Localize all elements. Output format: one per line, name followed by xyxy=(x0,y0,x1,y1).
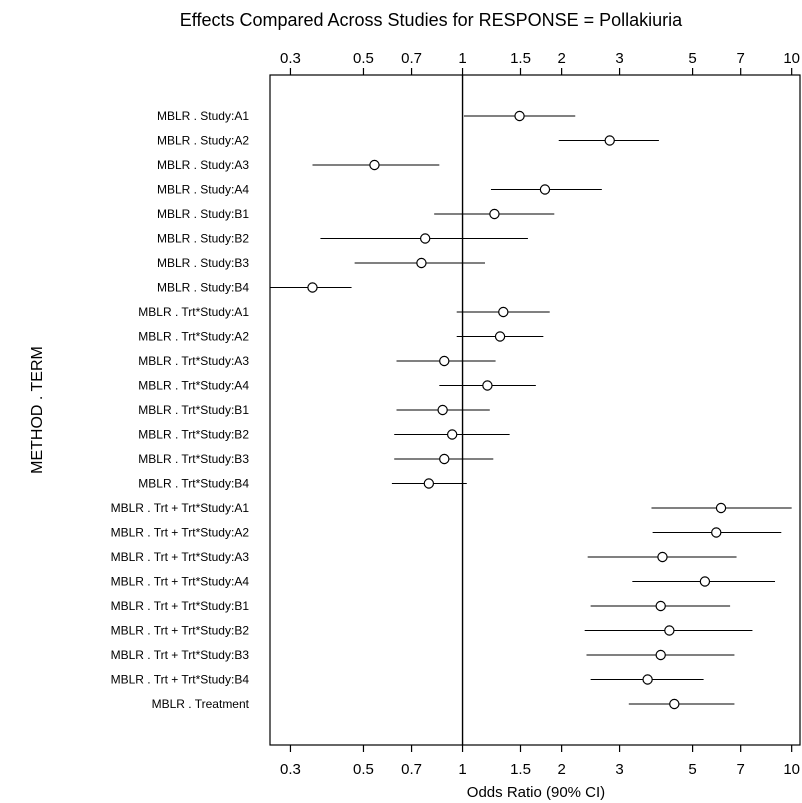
x-tick-label-bottom: 0.5 xyxy=(353,761,374,778)
point-estimate xyxy=(699,576,711,587)
chart-title: Effects Compared Across Studies for RESP… xyxy=(180,10,683,30)
point-estimate xyxy=(416,257,427,269)
point-estimate xyxy=(307,282,318,293)
point-estimate xyxy=(439,355,450,367)
x-tick-label-bottom: 3 xyxy=(615,761,623,778)
x-tick-label-bottom: 0.3 xyxy=(280,761,301,778)
row-label: MBLR . Trt*Study:B3 xyxy=(138,452,249,466)
row-label: MBLR . Study:A2 xyxy=(157,134,249,148)
y-axis-label: METHOD . TERM xyxy=(29,346,46,474)
x-tick-label-top: 7 xyxy=(737,50,745,67)
row-label: MBLR . Treatment xyxy=(152,697,250,711)
row-label: MBLR . Study:B2 xyxy=(157,232,249,246)
x-tick-label-top: 2 xyxy=(557,50,565,67)
x-axis-top: 0.3 0.5 0.7 1 1.5 2 3 5 7 10 xyxy=(280,50,800,75)
x-tick-label-top: 0.7 xyxy=(401,50,422,67)
point-estimate xyxy=(715,502,727,514)
row-label: MBLR . Trt*Study:B2 xyxy=(138,428,249,442)
row-label: MBLR . Trt + Trt*Study:B3 xyxy=(111,648,250,662)
point-estimate xyxy=(482,380,493,391)
point-estimate xyxy=(657,551,668,563)
row-label: MBLR . Trt + Trt*Study:A3 xyxy=(111,550,250,564)
point-estimate xyxy=(437,404,448,416)
point-estimate xyxy=(711,527,722,538)
x-tick-label-bottom: 5 xyxy=(688,761,696,778)
point-estimate xyxy=(655,600,666,612)
x-tick-label-top: 1 xyxy=(458,50,466,67)
row-label: MBLR . Trt + Trt*Study:B1 xyxy=(111,599,250,613)
point-estimate xyxy=(446,429,458,440)
point-estimate xyxy=(369,159,380,171)
row-label: MBLR . Study:B1 xyxy=(157,207,249,221)
row-label: MBLR . Trt + Trt*Study:A4 xyxy=(111,575,250,589)
row-label: MBLR . Trt*Study:B1 xyxy=(138,403,249,417)
x-tick-label-top: 1.5 xyxy=(510,50,531,67)
x-tick-label-bottom: 2 xyxy=(557,761,565,778)
x-tick-label-bottom: 10 xyxy=(783,761,800,778)
row-label: MBLR . Study:A1 xyxy=(157,109,249,123)
x-tick-label-top: 5 xyxy=(688,50,696,67)
point-estimate xyxy=(419,233,431,244)
point-estimate xyxy=(669,698,680,710)
x-tick-label-top: 0.5 xyxy=(353,50,374,67)
x-tick-label-top: 0.3 xyxy=(280,50,301,67)
row-label: MBLR . Study:A3 xyxy=(157,158,249,172)
row-label: MBLR . Trt + Trt*Study:B2 xyxy=(111,624,250,638)
x-tick-label-top: 10 xyxy=(783,50,800,67)
x-axis-bottom: 0.3 0.5 0.7 1 1.5 2 3 5 7 10 xyxy=(280,745,800,778)
row-label: MBLR . Study:B4 xyxy=(157,281,249,295)
row-label: MBLR . Trt*Study:B4 xyxy=(138,477,249,491)
point-estimate xyxy=(642,674,653,685)
row-label: MBLR . Trt + Trt*Study:A1 xyxy=(111,501,250,515)
point-estimate xyxy=(423,478,435,489)
point-estimate xyxy=(498,306,509,318)
row-label: MBLR . Trt + Trt*Study:B4 xyxy=(111,673,250,687)
forest-rows: MBLR . Study:A1 MBLR . Study:A2 MBLR . Stu… xyxy=(111,109,792,711)
row-label: MBLR . Trt*Study:A3 xyxy=(138,354,249,368)
point-estimate xyxy=(489,208,500,220)
row-label: MBLR . Trt*Study:A2 xyxy=(138,330,249,344)
row-label: MBLR . Study:B3 xyxy=(157,256,249,270)
x-tick-label-bottom: 1 xyxy=(458,761,466,778)
point-estimate xyxy=(514,110,525,122)
point-estimate xyxy=(439,453,450,465)
point-estimate xyxy=(604,135,615,146)
x-tick-label-bottom: 0.7 xyxy=(401,761,422,778)
point-estimate xyxy=(664,625,675,636)
row-label: MBLR . Trt*Study:A4 xyxy=(138,379,249,393)
point-estimate xyxy=(655,649,666,661)
row-label: MBLR . Trt*Study:A1 xyxy=(138,305,249,319)
x-tick-label-top: 3 xyxy=(615,50,623,67)
point-estimate xyxy=(539,184,551,195)
x-axis-label: Odds Ratio (90% CI) xyxy=(467,784,605,801)
row-label: MBLR . Trt + Trt*Study:A2 xyxy=(111,526,250,540)
x-tick-label-bottom: 1.5 xyxy=(510,761,531,778)
plot-frame xyxy=(269,74,801,746)
row-label: MBLR . Study:A4 xyxy=(157,183,249,197)
point-estimate xyxy=(494,331,506,342)
x-tick-label-bottom: 7 xyxy=(737,761,745,778)
